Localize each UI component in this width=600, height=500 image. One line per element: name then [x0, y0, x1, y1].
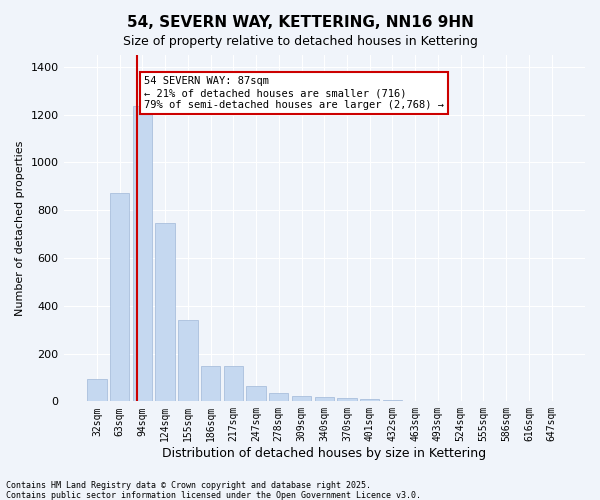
- Bar: [292, 396, 311, 402]
- Text: Size of property relative to detached houses in Kettering: Size of property relative to detached ho…: [122, 35, 478, 48]
- Bar: [178, 320, 197, 402]
- X-axis label: Distribution of detached houses by size in Kettering: Distribution of detached houses by size …: [162, 447, 487, 460]
- Bar: [337, 398, 356, 402]
- Y-axis label: Number of detached properties: Number of detached properties: [15, 140, 25, 316]
- Bar: [314, 397, 334, 402]
- Text: 54 SEVERN WAY: 87sqm
← 21% of detached houses are smaller (716)
79% of semi-deta: 54 SEVERN WAY: 87sqm ← 21% of detached h…: [144, 76, 444, 110]
- Bar: [269, 393, 289, 402]
- Bar: [87, 379, 107, 402]
- Bar: [110, 193, 130, 402]
- Bar: [247, 386, 266, 402]
- Bar: [155, 224, 175, 402]
- Bar: [383, 400, 402, 402]
- Bar: [360, 399, 379, 402]
- Bar: [133, 106, 152, 402]
- Text: 54, SEVERN WAY, KETTERING, NN16 9HN: 54, SEVERN WAY, KETTERING, NN16 9HN: [127, 15, 473, 30]
- Bar: [406, 400, 425, 402]
- Bar: [224, 366, 243, 402]
- Text: Contains public sector information licensed under the Open Government Licence v3: Contains public sector information licen…: [6, 491, 421, 500]
- Bar: [201, 366, 220, 402]
- Text: Contains HM Land Registry data © Crown copyright and database right 2025.: Contains HM Land Registry data © Crown c…: [6, 481, 371, 490]
